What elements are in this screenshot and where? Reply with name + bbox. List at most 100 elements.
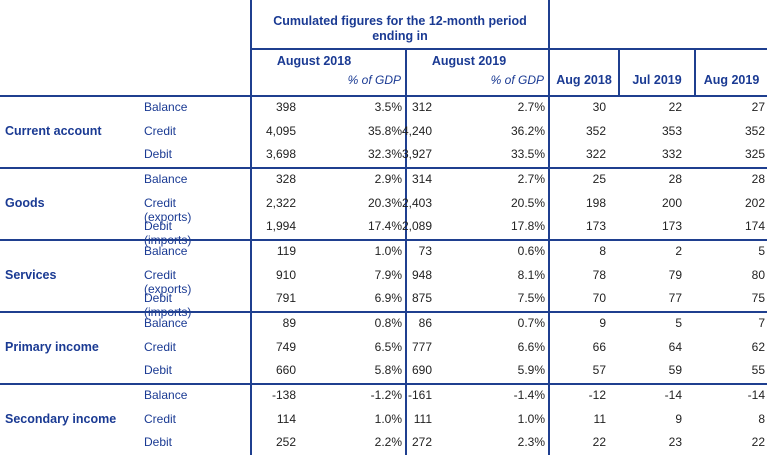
divider	[0, 95, 767, 97]
value-cell: 198	[585, 195, 606, 210]
value-cell: 57	[592, 363, 606, 378]
value-cell: 325	[744, 147, 765, 162]
value-cell: 0.7%	[517, 316, 545, 330]
value-cell: 75	[751, 291, 765, 306]
divider	[618, 48, 620, 96]
value-cell: 7	[758, 316, 765, 330]
value-cell: 28	[668, 172, 682, 186]
value-cell: 23	[668, 435, 682, 450]
group-divider	[0, 311, 767, 313]
value-cell: -14	[664, 388, 682, 402]
value-cell: 86	[418, 316, 432, 330]
monthly-header-3: Aug 2019	[703, 73, 760, 87]
value-cell: -14	[747, 388, 765, 402]
row-label: Balance	[144, 172, 188, 186]
group-label: Current account	[5, 123, 102, 138]
value-cell: 79	[668, 267, 682, 282]
value-cell: 174	[744, 219, 765, 234]
value-cell: 62	[751, 339, 765, 354]
value-cell: 2.2%	[374, 435, 402, 450]
group-label: Services	[5, 267, 57, 282]
value-cell: 352	[585, 123, 606, 138]
value-cell: 910	[275, 267, 296, 282]
value-cell: -12	[588, 388, 606, 402]
row-label: Credit (exports)	[144, 195, 192, 224]
value-cell: 9	[675, 411, 682, 426]
value-cell: 20.5%	[510, 195, 545, 210]
value-cell: 332	[661, 147, 682, 162]
value-cell: 59	[668, 363, 682, 378]
value-cell: 25	[592, 172, 606, 186]
value-cell: 78	[592, 267, 606, 282]
divider	[250, 48, 767, 50]
value-cell: 660	[275, 363, 296, 378]
value-cell: 2,403	[401, 195, 432, 210]
row-label: Debit	[144, 363, 173, 378]
row-label: Credit (exports)	[144, 267, 192, 296]
value-cell: 875	[411, 291, 432, 306]
value-cell: 70	[592, 291, 606, 306]
group-divider	[0, 167, 767, 169]
row-label: Credit	[144, 123, 177, 138]
value-cell: 35.8%	[367, 123, 402, 138]
value-cell: 55	[751, 363, 765, 378]
value-cell: 32.3%	[367, 147, 402, 162]
value-cell: 8.1%	[517, 267, 545, 282]
value-cell: 777	[411, 339, 432, 354]
value-cell: -1.2%	[370, 388, 402, 402]
divider	[405, 48, 407, 455]
value-cell: 2.7%	[517, 100, 545, 114]
period-b-pct-header: % of GDP	[490, 73, 544, 87]
value-cell: 5	[675, 316, 682, 330]
value-cell: 22	[751, 435, 765, 450]
value-cell: 33.5%	[510, 147, 545, 162]
value-cell: 2	[675, 244, 682, 258]
value-cell: 5	[758, 244, 765, 258]
cumulated-title-line1: Cumulated figures for the 12-month perio…	[273, 14, 527, 28]
value-cell: 6.9%	[374, 291, 402, 306]
value-cell: 9	[599, 316, 606, 330]
value-cell: 20.3%	[367, 195, 402, 210]
value-cell: 28	[751, 172, 765, 186]
value-cell: 398	[275, 100, 296, 114]
period-a-header: August 2018	[276, 54, 352, 68]
row-label: Balance	[144, 316, 188, 330]
period-b-header: August 2019	[431, 54, 507, 68]
value-cell: 4,095	[265, 123, 296, 138]
value-cell: 114	[276, 411, 296, 426]
value-cell: 4,240	[401, 123, 432, 138]
value-cell: 353	[661, 123, 682, 138]
row-label: Debit (imports)	[144, 219, 192, 248]
value-cell: 1,994	[265, 219, 296, 234]
monthly-header-1: Aug 2018	[556, 73, 612, 87]
value-cell: -138	[271, 388, 296, 402]
row-label: Balance	[144, 388, 188, 402]
value-cell: 252	[275, 435, 296, 450]
value-cell: 22	[592, 435, 606, 450]
value-cell: 27	[751, 100, 765, 114]
value-cell: -161	[407, 388, 432, 402]
group-label: Primary income	[5, 339, 99, 354]
value-cell: 0.6%	[517, 244, 545, 258]
divider	[694, 48, 696, 96]
value-cell: 2.9%	[374, 172, 402, 186]
value-cell: 173	[585, 219, 606, 234]
value-cell: 36.2%	[510, 123, 545, 138]
value-cell: 2.3%	[517, 435, 545, 450]
value-cell: 314	[411, 172, 432, 186]
value-cell: 2,089	[401, 219, 432, 234]
value-cell: 11	[593, 411, 606, 426]
value-cell: 322	[585, 147, 606, 162]
value-cell: 80	[751, 267, 765, 282]
value-cell: 1.0%	[374, 411, 402, 426]
value-cell: 791	[275, 291, 296, 306]
value-cell: 6.6%	[517, 339, 545, 354]
value-cell: 6.5%	[374, 339, 402, 354]
row-label: Balance	[144, 244, 188, 258]
value-cell: 328	[275, 172, 296, 186]
value-cell: 352	[744, 123, 765, 138]
group-divider	[0, 239, 767, 241]
value-cell: 2.7%	[517, 172, 545, 186]
group-divider	[0, 383, 767, 385]
value-cell: 17.8%	[510, 219, 545, 234]
